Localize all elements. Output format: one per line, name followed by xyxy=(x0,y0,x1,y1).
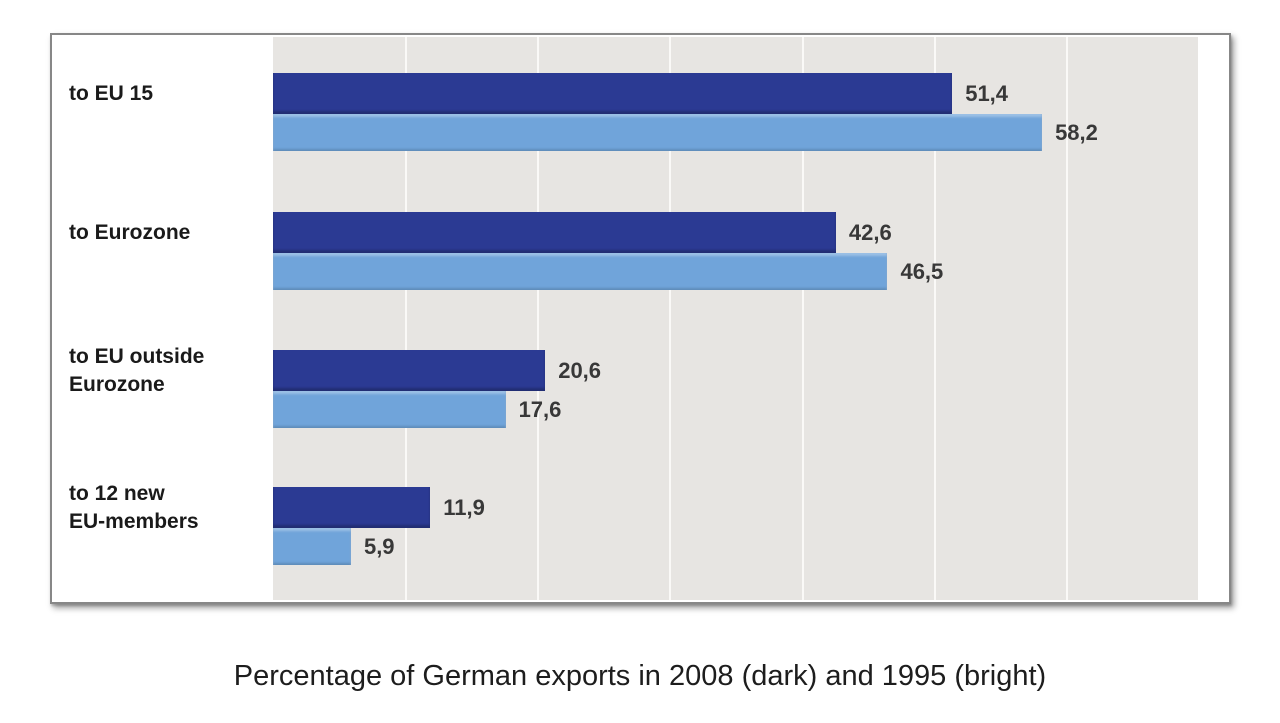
bar-2008 xyxy=(273,350,546,391)
category-label: to EU 15 xyxy=(69,81,154,105)
bar-1995 xyxy=(273,391,506,428)
gridline xyxy=(537,37,540,600)
bar-2008 xyxy=(273,212,836,253)
bar-1995 xyxy=(273,253,888,290)
bar-value-1995: 46,5 xyxy=(900,258,944,284)
bar-group: to EU 15 51,4 58,2 xyxy=(52,73,1229,151)
bar-value-1995: 5,9 xyxy=(363,533,395,559)
bar-group: to EU outside Eurozone 20,6 17,6 xyxy=(52,344,1229,428)
bar-group: to Eurozone 42,6 46,5 xyxy=(52,212,1229,290)
gridline xyxy=(405,37,408,600)
bar-value-2008: 20,6 xyxy=(558,357,602,383)
category-label: to Eurozone xyxy=(69,220,191,244)
gridline xyxy=(933,37,936,600)
chart-panel: to EU 15 51,4 58,2 to Eurozone 42,6 46,5… xyxy=(50,33,1231,604)
bar-2008 xyxy=(273,487,431,528)
bar-1995 xyxy=(273,528,351,565)
chart-caption: Percentage of German exports in 2008 (da… xyxy=(233,660,1047,692)
bar-2008 xyxy=(273,73,953,114)
bar-value-2008: 51,4 xyxy=(965,80,1009,106)
gridline xyxy=(669,37,672,600)
bar-group: to 12 new EU-members 11,9 5,9 xyxy=(52,481,1229,565)
category-label: to EU outside Eurozone xyxy=(69,344,205,396)
bar-value-1995: 17,6 xyxy=(518,396,562,422)
category-label: to 12 new EU-members xyxy=(69,481,199,533)
bar-1995 xyxy=(273,114,1043,151)
bar-value-2008: 42,6 xyxy=(848,219,892,245)
gridline xyxy=(801,37,804,600)
bar-value-2008: 11,9 xyxy=(443,494,485,520)
bar-value-1995: 58,2 xyxy=(1055,119,1098,145)
gridline xyxy=(1065,37,1068,600)
